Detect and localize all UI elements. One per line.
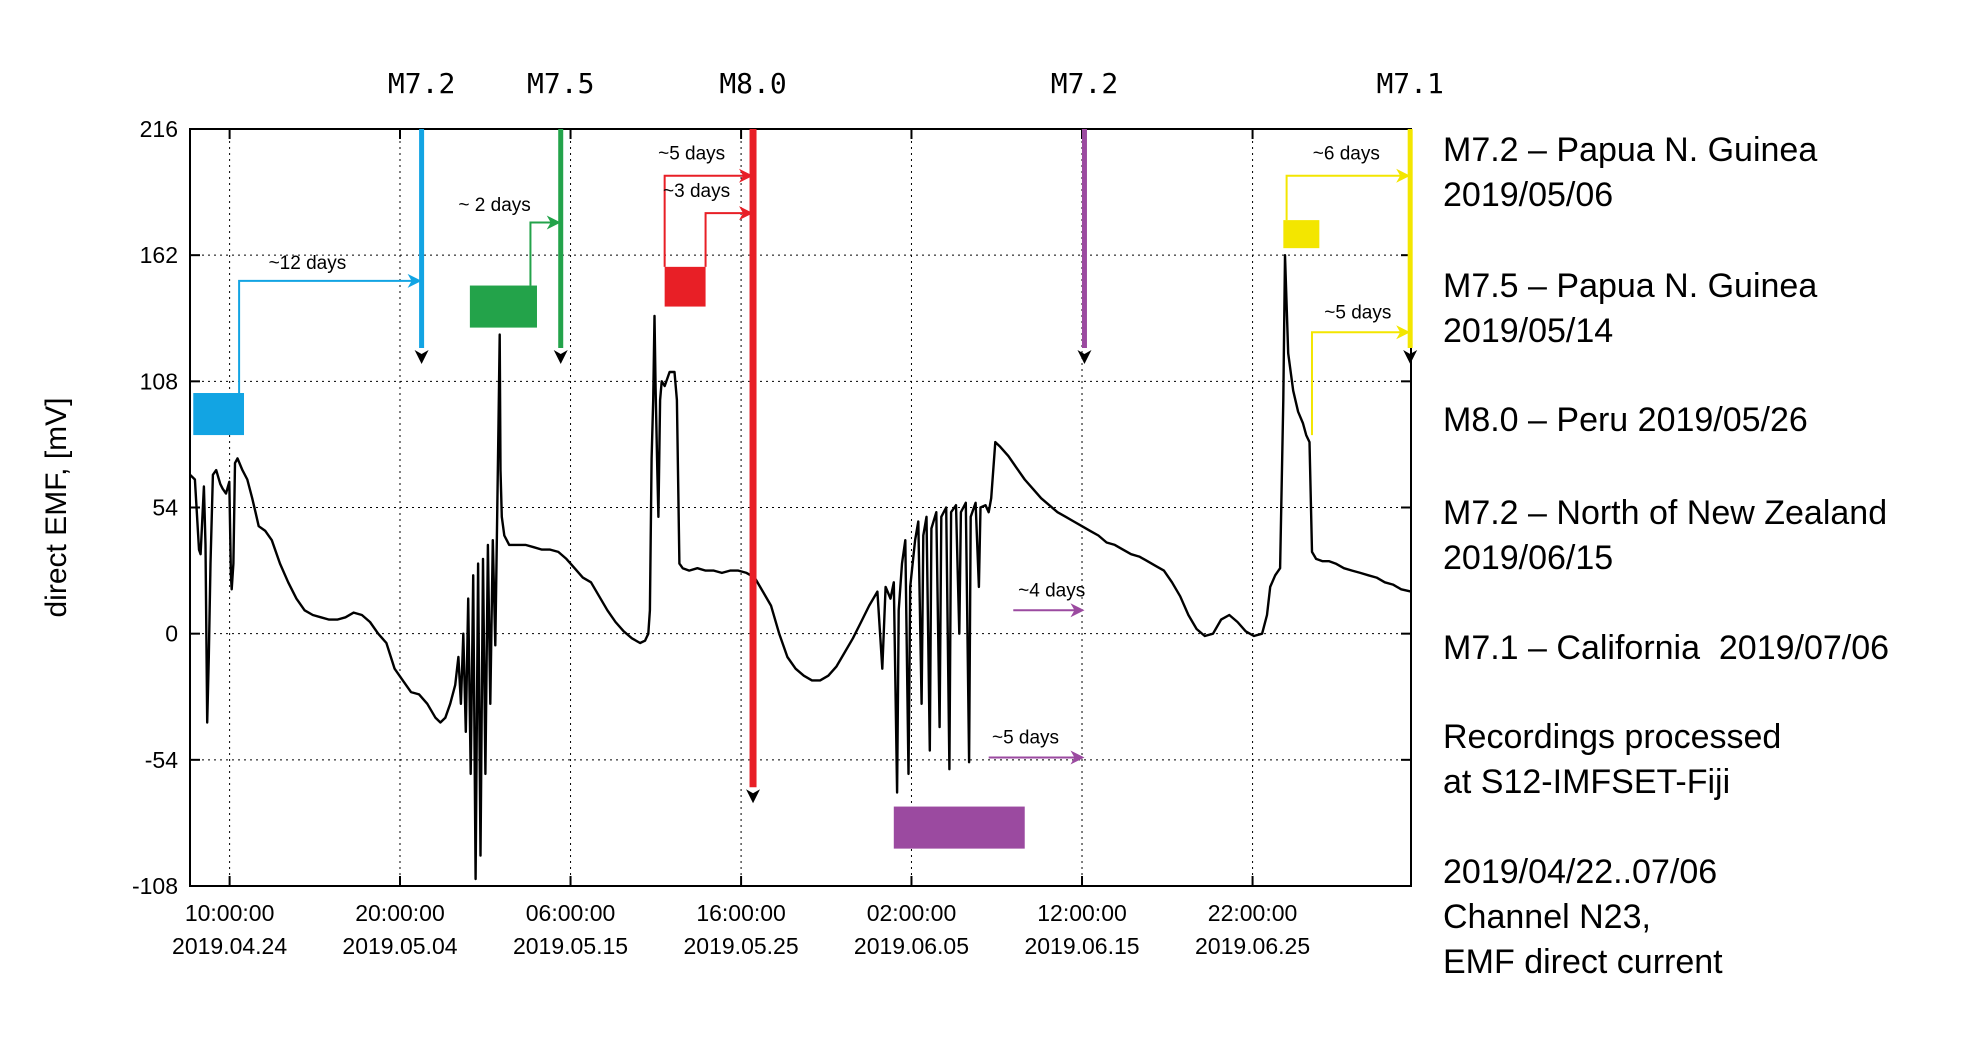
x-tick-label-date: 2019.04.24 <box>172 933 287 959</box>
lag-arrowhead-3 <box>739 168 754 183</box>
legend-item-4-line2: 2019/06/15 <box>1443 539 1614 577</box>
legend-item-4-line1: M7.2 – North of New Zealand <box>1443 494 1888 532</box>
legend-item-5-line1: M7.1 – California 2019/07/06 <box>1443 629 1890 667</box>
legend-item-3-line1: M8.0 – Peru 2019/05/26 <box>1443 401 1808 439</box>
earthquake-label-4: M7.2 <box>1051 67 1118 100</box>
x-tick-label-time: 06:00:00 <box>526 900 616 926</box>
lag-label-5: ~4 days <box>1018 580 1085 601</box>
x-tick-label-date: 2019.06.05 <box>854 933 969 959</box>
y-tick-label: 54 <box>152 495 178 521</box>
earthquake-arrowhead-5 <box>1403 349 1418 364</box>
precursor-box-7 <box>1283 220 1320 249</box>
processing-note-line1: Recordings processed <box>1443 718 1782 756</box>
x-tick-label-date: 2019.06.15 <box>1024 933 1139 959</box>
lag-label-4: ~3 days <box>663 181 730 202</box>
lag-arrowhead-6 <box>1070 750 1085 765</box>
earthquake-arrowhead-1 <box>414 349 429 364</box>
lag-connector-1 <box>238 279 414 394</box>
lag-connector-7 <box>1285 174 1403 221</box>
y-tick-label: 162 <box>140 242 178 268</box>
y-tick-label: -108 <box>132 873 178 899</box>
x-tick-label-date: 2019.05.15 <box>513 933 628 959</box>
precursor-box-1 <box>193 393 245 436</box>
lag-label-3: ~5 days <box>658 143 725 164</box>
x-tick-label-time: 12:00:00 <box>1037 900 1127 926</box>
precursor-boxes <box>193 220 1320 849</box>
lag-connector-3 <box>663 174 746 267</box>
legend-item-1-line2: 2019/05/06 <box>1443 176 1614 214</box>
earthquake-arrowhead-4 <box>1077 349 1092 364</box>
processing-note-line2: at S12-IMFSET-Fiji <box>1443 763 1731 801</box>
emf-series-line-1 <box>189 254 1412 881</box>
x-tick-label-date: 2019.06.25 <box>1195 933 1310 959</box>
earthquake-arrowhead-2 <box>553 349 568 364</box>
earthquake-label-2: M7.5 <box>527 67 594 100</box>
legend-item-2-line2: 2019/05/14 <box>1443 312 1614 350</box>
lag-arrowhead-1 <box>407 273 422 288</box>
lag-label-8: ~5 days <box>1324 302 1391 323</box>
earthquake-label-3: M8.0 <box>719 67 786 100</box>
lag-label-2: ~ 2 days <box>458 195 530 216</box>
y-tick-label: 108 <box>140 368 178 394</box>
lag-label-6: ~5 days <box>992 727 1059 748</box>
y-tick-label: 216 <box>140 116 178 142</box>
lag-arrowhead-4 <box>739 206 754 221</box>
recording-range: 2019/04/22..07/06 <box>1443 853 1718 891</box>
y-tick-label: -54 <box>145 747 178 773</box>
lag-label-7: ~6 days <box>1313 143 1380 164</box>
y-tick-label: 0 <box>165 621 178 647</box>
lag-arrowhead-7 <box>1396 168 1411 183</box>
y-axis-label: direct EMF, [mV] <box>40 397 73 617</box>
x-tick-label-time: 02:00:00 <box>867 900 957 926</box>
x-tick-label-time: 16:00:00 <box>696 900 786 926</box>
lag-connector-2 <box>529 221 553 286</box>
legend-item-2-line1: M7.5 – Papua N. Guinea <box>1443 267 1818 305</box>
x-tick-label-time: 22:00:00 <box>1208 900 1298 926</box>
x-tick-label-date: 2019.05.04 <box>342 933 457 959</box>
series-layer <box>189 254 1412 881</box>
earthquake-label-5: M7.1 <box>1376 67 1443 100</box>
axis-ticks: 216 162 108 54 0 -54 -108 10:00:00 2019.04.24 20:… <box>132 116 1411 959</box>
earthquake-markers: M7.2 M7.5 M8.0 M7.2 M7.1 <box>388 67 1444 804</box>
earthquake-label-1: M7.2 <box>388 67 455 100</box>
lag-arrowhead-8 <box>1396 325 1411 340</box>
lag-connector-8 <box>1310 331 1403 436</box>
lag-arrowhead-2 <box>546 215 561 230</box>
lag-label-1: ~12 days <box>269 253 347 274</box>
lag-arrowhead-5 <box>1070 603 1085 618</box>
grid-lines <box>190 129 1411 886</box>
lag-annotations: ~12 days ~ 2 days ~5 days ~3 days ~4 days ~5 … <box>238 143 1411 765</box>
legend-item-1-line1: M7.2 – Papua N. Guinea <box>1443 131 1818 169</box>
precursor-box-2 <box>469 285 537 328</box>
x-tick-label-date: 2019.05.25 <box>684 933 799 959</box>
x-tick-label-time: 20:00:00 <box>355 900 445 926</box>
channel-label: Channel N23, <box>1443 898 1651 936</box>
lag-connector-4 <box>704 212 746 267</box>
plot-frame <box>189 128 1412 887</box>
earthquake-arrowhead-3 <box>746 789 761 804</box>
emf-type-label: EMF direct current <box>1443 943 1723 981</box>
x-tick-label-time: 10:00:00 <box>185 900 275 926</box>
precursor-box-3 <box>664 266 706 307</box>
precursor-box-5 <box>893 806 1025 849</box>
